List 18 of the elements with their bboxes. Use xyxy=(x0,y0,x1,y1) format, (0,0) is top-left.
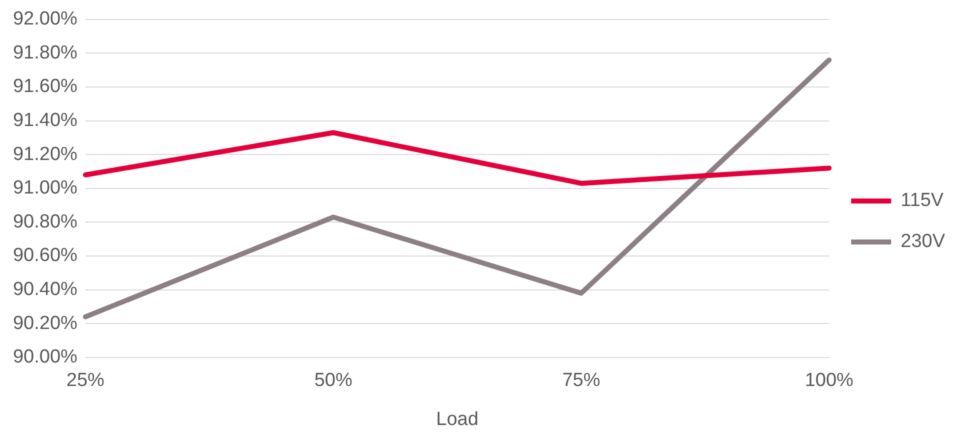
y-tick-label: 91.20% xyxy=(12,144,78,165)
y-tick-label: 91.40% xyxy=(12,110,78,132)
y-tick-label: 90.60% xyxy=(12,245,78,266)
y-tick-label: 91.80% xyxy=(12,42,78,64)
x-tick-label: 25% xyxy=(66,370,105,392)
legend-label: 115V xyxy=(900,190,944,212)
y-tick-label: 90.20% xyxy=(12,312,78,334)
y-tick-label: 92.00% xyxy=(12,8,78,30)
x-axis-title: Load xyxy=(436,408,478,430)
x-tick-label: 75% xyxy=(562,370,600,392)
legend-label: 230V xyxy=(900,231,946,252)
y-tick-label: 91.00% xyxy=(12,178,78,199)
y-tick-label: 90.80% xyxy=(12,211,78,232)
y-tick-label: 91.60% xyxy=(12,76,78,98)
x-tick-label: 50% xyxy=(314,370,352,392)
y-tick-label: 90.40% xyxy=(12,279,78,300)
x-tick-label: 100% xyxy=(804,370,854,392)
y-tick-label: 90.00% xyxy=(12,346,78,368)
